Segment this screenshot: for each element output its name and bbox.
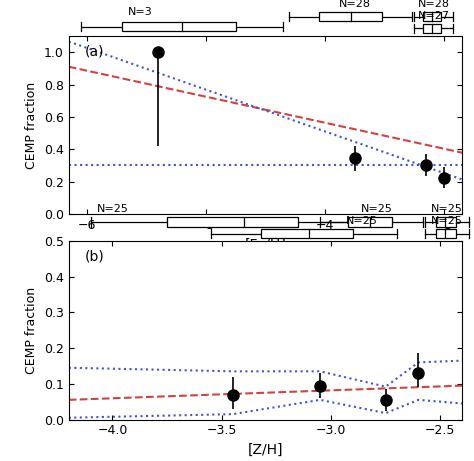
Y-axis label: CEMP fraction: CEMP fraction — [25, 287, 38, 374]
Bar — [348, 217, 392, 227]
Text: N=28: N=28 — [339, 0, 371, 9]
Bar — [122, 22, 236, 31]
Text: N=25: N=25 — [346, 216, 378, 226]
Text: N=25: N=25 — [431, 216, 463, 226]
X-axis label: [Z/H]: [Z/H] — [248, 443, 283, 457]
Bar — [423, 12, 441, 22]
Text: N=27: N=27 — [418, 11, 449, 21]
Text: (b): (b) — [84, 250, 104, 264]
Text: N=28: N=28 — [418, 0, 449, 9]
Text: N=25: N=25 — [431, 204, 463, 214]
Text: N=25: N=25 — [361, 204, 393, 214]
Text: N=25: N=25 — [97, 204, 128, 214]
Y-axis label: CEMP fraction: CEMP fraction — [25, 82, 38, 169]
Text: N=3: N=3 — [128, 7, 153, 17]
Text: (a): (a) — [84, 45, 104, 59]
Bar — [436, 229, 456, 238]
Bar — [436, 217, 456, 227]
X-axis label: [Fe/H]: [Fe/H] — [245, 238, 286, 252]
Bar — [319, 12, 382, 22]
Bar — [261, 229, 353, 238]
Bar — [167, 217, 298, 227]
Bar — [423, 24, 441, 33]
